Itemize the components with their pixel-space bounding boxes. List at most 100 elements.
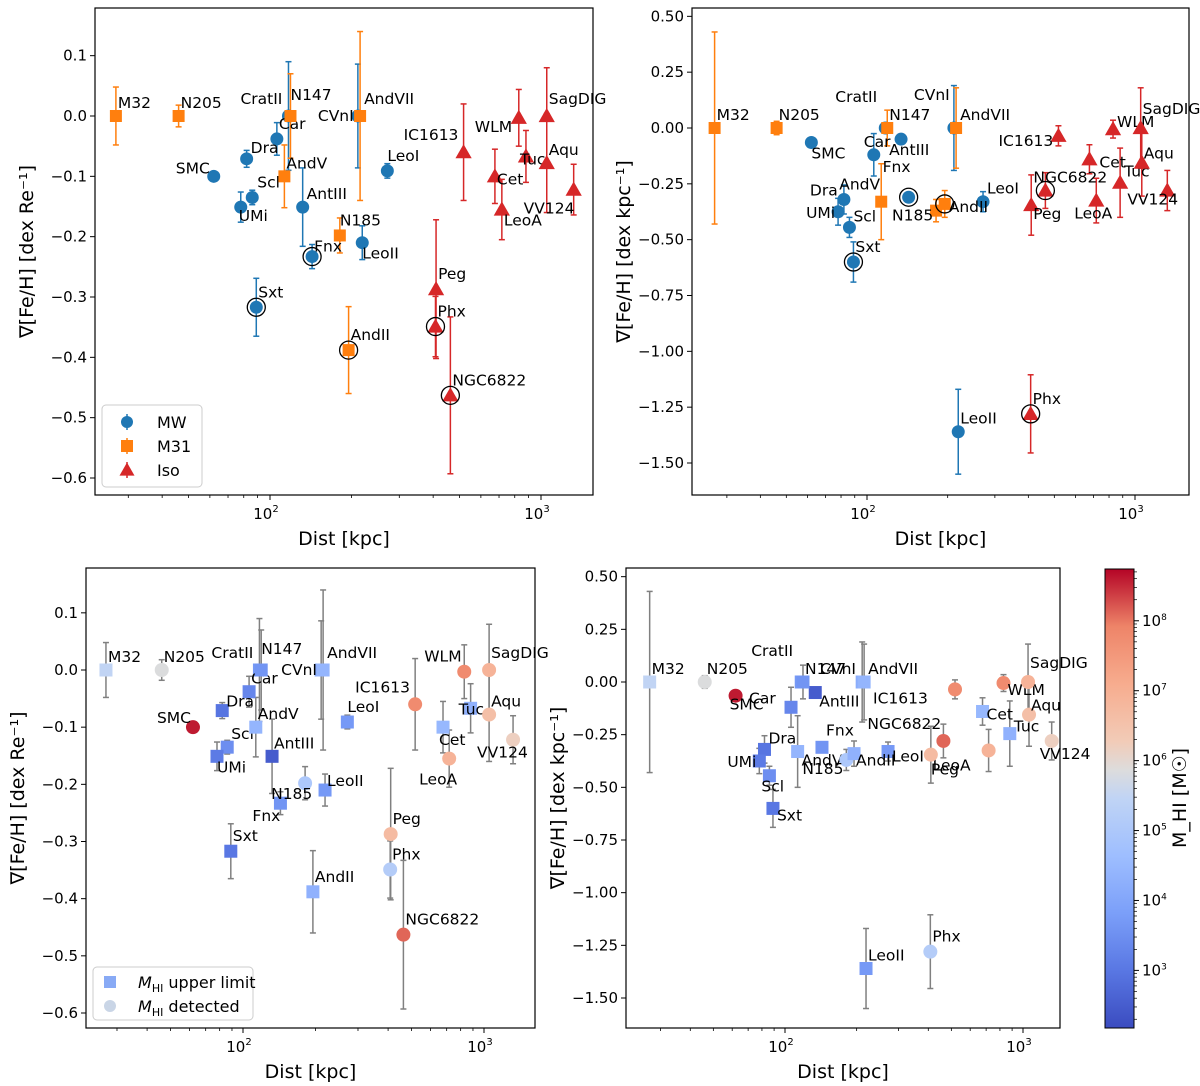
- data-point-tuc: [1003, 727, 1017, 741]
- point-label: AndII: [856, 752, 895, 770]
- colorbar-gradient: [1104, 568, 1135, 1029]
- point-label: Tuc: [1013, 718, 1039, 736]
- data-point-leoii: [355, 236, 369, 250]
- y-tick-label: −0.6: [51, 469, 87, 487]
- data-point-ic1613: [408, 697, 423, 712]
- legend-marker-detected: [104, 1000, 116, 1012]
- y-tick-label: 0.0: [63, 107, 87, 125]
- point-label: CratII: [835, 88, 877, 106]
- y-tick-label: 0.1: [54, 604, 78, 622]
- point-label: Car: [749, 689, 776, 707]
- point-label: IC1613: [355, 678, 410, 696]
- point-label: N147: [805, 660, 846, 678]
- point-label: VV124: [477, 744, 528, 762]
- point-label: Car: [864, 133, 891, 151]
- point-label: Cet: [1099, 153, 1125, 171]
- legend-subscript: HI: [152, 982, 164, 995]
- plot-frame: [94, 7, 594, 496]
- point-label: AndV: [802, 752, 843, 770]
- data-point-car: [242, 685, 256, 699]
- data-point-leoi: [881, 745, 895, 759]
- data-point-leoa: [981, 743, 996, 758]
- point-label: N147: [261, 640, 302, 658]
- point-label: CratII: [240, 90, 282, 108]
- data-point-sagdig: [1132, 119, 1149, 135]
- legend-subscript: HI: [152, 1006, 164, 1019]
- point-label: WLM: [1117, 113, 1154, 131]
- point-label: Dra: [768, 729, 796, 747]
- point-label: SMC: [811, 145, 845, 163]
- colorbar-tick-exponent: 7: [1161, 683, 1167, 693]
- data-point-sxt: [249, 300, 263, 314]
- y-tick-label: −0.3: [51, 288, 87, 306]
- data-point-car: [867, 148, 881, 162]
- data-point-leoi: [380, 164, 394, 178]
- point-label: SMC: [157, 709, 191, 727]
- point-label: LeoA: [933, 756, 971, 774]
- point-label: NGC6822: [867, 715, 941, 733]
- point-label: Scl: [761, 778, 784, 796]
- x-tick-label: 102: [253, 504, 278, 523]
- point-label: Scl: [231, 725, 254, 743]
- data-point-fnx: [815, 740, 829, 754]
- data-point-phx: [1022, 405, 1039, 420]
- point-label: M32: [118, 94, 151, 112]
- data-point-n147: [796, 675, 810, 689]
- y-tick-label: 0.00: [585, 673, 618, 691]
- point-label: WLM: [1007, 681, 1044, 699]
- point-label: Sxt: [855, 238, 880, 256]
- legend-marker-iso: [119, 462, 135, 476]
- data-point-aqu: [1022, 707, 1037, 722]
- point-label: UMi: [239, 207, 268, 225]
- point-label: Sxt: [258, 283, 283, 301]
- highlight-ring: [1035, 180, 1056, 201]
- point-label: Phx: [932, 928, 960, 946]
- point-label: WLM: [475, 118, 512, 136]
- x-tick-exponent: 2: [272, 504, 278, 515]
- data-point-andii: [847, 747, 861, 761]
- legend-label-mw: MW: [157, 413, 187, 432]
- data-point-m32: [708, 122, 721, 134]
- point-label: AndVII: [364, 90, 414, 108]
- y-tick-label: 0.00: [651, 119, 684, 137]
- data-point-vv124: [1044, 733, 1059, 748]
- data-point-leoii: [951, 425, 965, 439]
- point-label: CVnI: [820, 660, 856, 678]
- data-point-vv124: [565, 181, 582, 196]
- x-tick-label: 102: [226, 1037, 251, 1056]
- point-label: Phx: [437, 303, 465, 321]
- point-label: N147: [889, 106, 930, 124]
- data-point-andii: [938, 197, 951, 210]
- data-point-umi: [234, 200, 248, 214]
- legend-label-upper: MHI upper limit: [138, 973, 256, 995]
- point-label: Tuc: [519, 150, 545, 168]
- data-point-n205: [697, 675, 712, 689]
- y-tick-label: −0.25: [638, 175, 684, 193]
- data-point-leoa: [1088, 192, 1105, 207]
- y-tick-label: −0.25: [572, 726, 618, 744]
- plot-frame: [691, 7, 1190, 496]
- legend-marker-m31: [121, 440, 133, 452]
- data-point-n185: [298, 776, 313, 791]
- data-point-phx: [383, 862, 398, 877]
- data-point-antiii: [894, 132, 908, 146]
- point-label: Sxt: [233, 827, 258, 845]
- colorbar-tick-exponent: 5: [1161, 823, 1167, 833]
- data-point-dra: [215, 704, 229, 718]
- data-point-umi: [210, 749, 224, 763]
- data-point-leoii: [859, 962, 873, 976]
- highlight-ring: [440, 385, 461, 405]
- legend-text-rest: detected: [163, 997, 239, 1016]
- point-label: UMi: [217, 758, 246, 776]
- point-label: Aqu: [1144, 145, 1174, 163]
- x-axis-label: Dist [kpc]: [895, 528, 987, 550]
- plot-frame: [625, 567, 1061, 1029]
- data-point-sxt: [766, 801, 780, 815]
- point-label: AntIII: [889, 141, 929, 159]
- y-tick-label: −0.6: [42, 1004, 78, 1022]
- y-tick-label: −0.2: [42, 775, 78, 793]
- y-axis-label: ∇[Fe/H] [dex kpc⁻¹]: [613, 160, 635, 344]
- data-point-leoa: [493, 201, 510, 216]
- data-point-ngc6822: [442, 387, 459, 402]
